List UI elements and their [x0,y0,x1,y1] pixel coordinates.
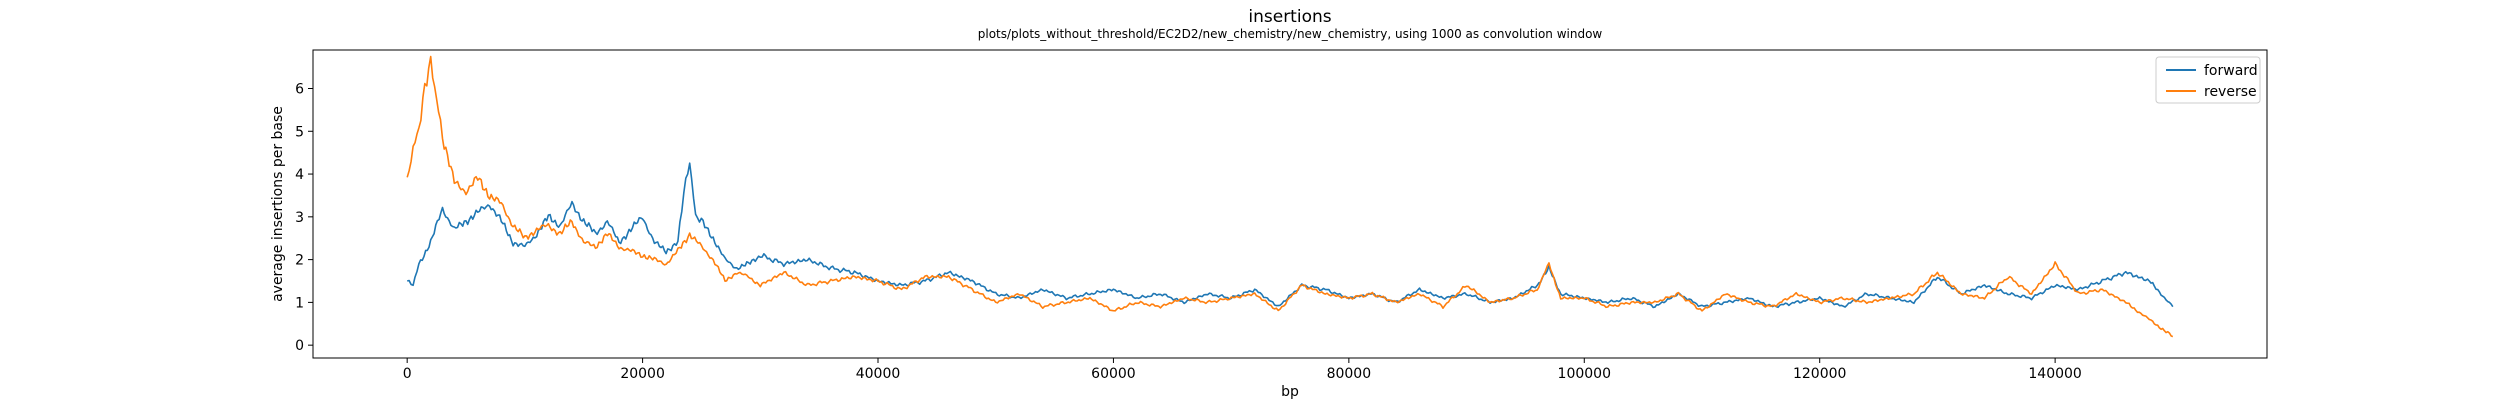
y-tick-label: 1 [295,295,304,311]
series-line-forward [406,162,2174,309]
plot-area [312,49,2268,359]
x-tick-label: 80000 [1327,366,1372,382]
x-tick-label: 100000 [1558,366,1611,382]
legend-label-reverse: reverse [2204,84,2257,100]
legend: forward reverse [2155,56,2261,104]
y-axis: 0 1 2 3 4 5 6 [295,82,313,354]
series-lines [406,55,2174,338]
x-axis: 0 20000 40000 60000 80000 100000 120000 140000 [403,358,2082,382]
chart-subtitle: plots/plots_without_threshold/EC2D2/new_… [978,27,1603,41]
x-tick-label: 40000 [856,366,901,382]
x-tick-label: 20000 [620,366,665,382]
legend-label-forward: forward [2204,63,2258,79]
series-line-reverse [406,55,2174,338]
y-tick-label: 6 [295,82,304,98]
axes-frame [312,49,2268,359]
y-tick-label: 5 [295,124,304,140]
y-tick-label: 4 [295,167,304,183]
x-axis-label: bp [1281,384,1299,400]
chart-title: insertions [1248,7,1331,27]
x-tick-label: 0 [403,366,412,382]
x-tick-label: 60000 [1091,366,1136,382]
y-tick-label: 2 [295,253,304,269]
y-tick-label: 3 [295,210,304,226]
x-tick-label: 140000 [2028,366,2081,382]
y-tick-label: 0 [295,338,304,354]
y-axis-label: average insertions per base [270,106,286,302]
x-tick-label: 120000 [1793,366,1846,382]
